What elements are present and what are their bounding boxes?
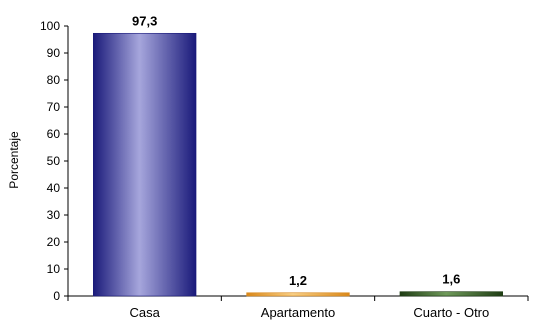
x-category-label: Casa — [129, 305, 160, 320]
y-tick-label: 60 — [47, 127, 61, 141]
y-tick-label: 90 — [47, 46, 61, 60]
data-label: 1,2 — [289, 273, 307, 288]
bar-apartamento — [246, 292, 350, 297]
x-category-label: Apartamento — [261, 305, 335, 320]
y-tick-label: 50 — [47, 154, 61, 168]
y-tick-label: 40 — [47, 181, 61, 195]
y-tick-label: 80 — [47, 73, 61, 87]
y-tick-label: 70 — [47, 100, 61, 114]
data-label: 97,3 — [132, 13, 157, 28]
data-label: 1,6 — [442, 272, 460, 287]
y-tick-label: 30 — [47, 208, 61, 222]
y-axis-label: Porcentaje — [7, 131, 21, 189]
y-tick-label: 10 — [47, 262, 61, 276]
bar-cuarto-otro — [399, 291, 504, 297]
y-tick-label: 0 — [53, 289, 60, 303]
y-tick-label: 20 — [47, 235, 61, 249]
bar-casa — [93, 32, 197, 297]
x-category-label: Cuarto - Otro — [413, 305, 489, 320]
y-tick-label: 100 — [40, 19, 60, 33]
